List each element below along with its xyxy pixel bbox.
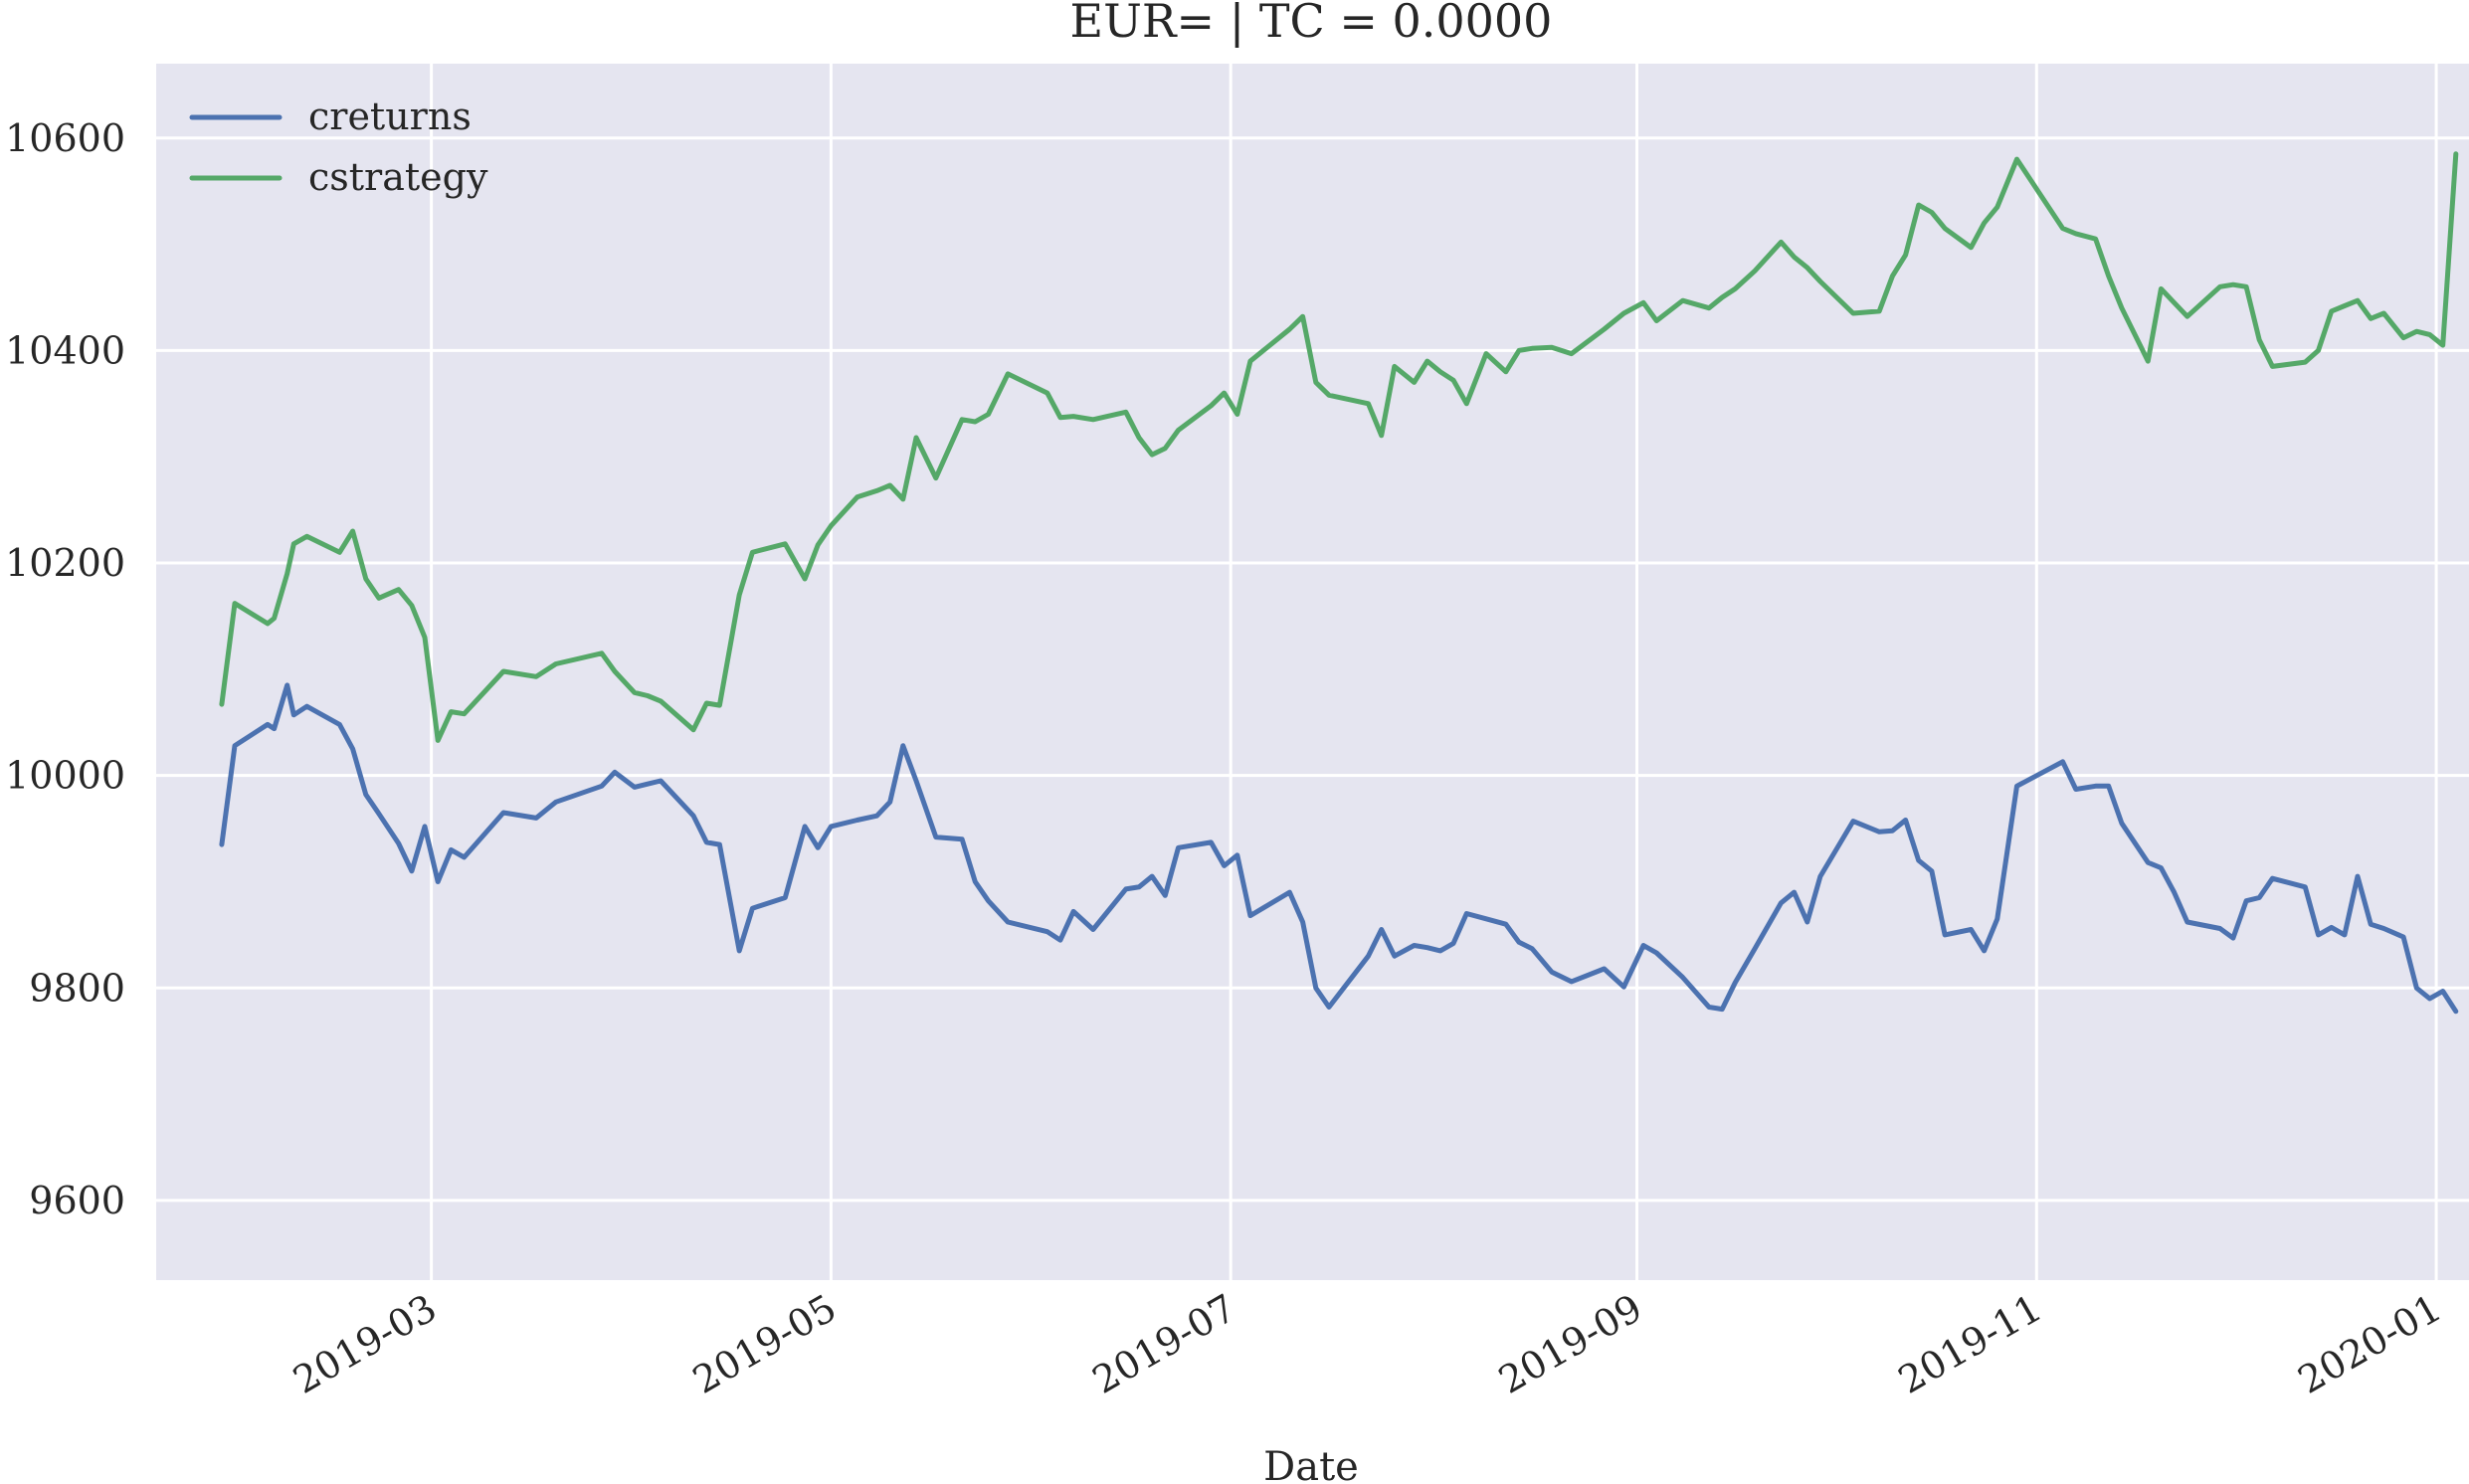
- chart-title: EUR= | TC = 0.0000: [1070, 0, 1553, 48]
- legend: creturns cstrategy: [189, 94, 488, 199]
- x-tick-label: 2019-09: [1491, 1286, 1649, 1402]
- y-tick-label: 10600: [5, 116, 125, 160]
- y-tick-label: 9600: [29, 1179, 125, 1222]
- y-tick-label: 10400: [5, 328, 125, 372]
- y-tick-label: 10000: [5, 754, 125, 798]
- x-tick-label: 2019-03: [285, 1286, 444, 1402]
- x-axis-label: Date: [1263, 1444, 1359, 1484]
- legend-label-cstrategy: cstrategy: [308, 155, 488, 199]
- series-line-cstrategy: [219, 151, 2459, 743]
- y-tick-label: 9800: [29, 966, 125, 1010]
- grid: [156, 64, 2469, 1280]
- x-tick-label: 2019-07: [1085, 1286, 1243, 1402]
- x-tick-label: 2019-05: [685, 1286, 844, 1402]
- x-tick-label: 2019-11: [1891, 1286, 2049, 1402]
- x-tick-label: 2020-01: [2291, 1286, 2449, 1402]
- series-line-creturns: [219, 682, 2459, 1015]
- legend-label-creturns: creturns: [308, 94, 472, 138]
- series-layer: [219, 151, 2459, 1015]
- y-tick-label: 10200: [5, 541, 125, 585]
